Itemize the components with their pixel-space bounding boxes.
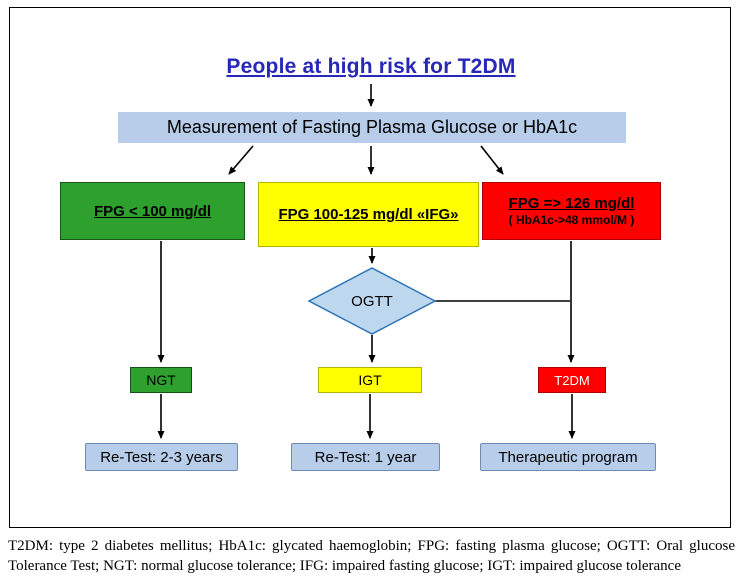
outcome-box-igt: IGT <box>318 367 422 393</box>
action-label-therapeutic-program: Therapeutic program <box>498 448 638 466</box>
branch-sublabel-diabetic: ( HbA1c->48 mmol/M ) <box>508 213 635 227</box>
caption: T2DM: type 2 diabetes mellitus; HbA1c: g… <box>8 538 735 574</box>
branch-label-impaired: FPG 100-125 mg/dl «IFG» <box>278 206 459 223</box>
outcome-label-igt: IGT <box>358 372 382 388</box>
outcome-box-t2dm: T2DM <box>538 367 606 393</box>
action-label-retest-2-3-years: Re-Test: 2-3 years <box>100 448 223 466</box>
outcome-label-t2dm: T2DM <box>554 372 590 388</box>
branch-label-diabetic: FPG => 126 mg/dl <box>508 195 635 212</box>
action-box-therapeutic-program: Therapeutic program <box>480 443 656 471</box>
branch-box-normal: FPG < 100 mg/dl <box>60 182 245 240</box>
branch-label-normal: FPG < 100 mg/dl <box>93 202 212 220</box>
outcome-box-ngt: NGT <box>130 367 192 393</box>
figure-title: People at high risk for T2DM <box>226 55 516 78</box>
measurement-box: Measurement of Fasting Plasma Glucose or… <box>118 112 626 143</box>
action-box-retest-2-3-years: Re-Test: 2-3 years <box>85 443 238 471</box>
outcome-label-ngt: NGT <box>146 372 176 388</box>
branch-box-diabetic: FPG => 126 mg/dl ( HbA1c->48 mmol/M ) <box>482 182 661 240</box>
action-box-retest-1-year: Re-Test: 1 year <box>291 443 440 471</box>
ogtt-label: OGTT <box>351 292 393 310</box>
action-label-retest-1-year: Re-Test: 1 year <box>314 448 417 466</box>
measurement-label: Measurement of Fasting Plasma Glucose or… <box>166 117 578 137</box>
branch-box-impaired: FPG 100-125 mg/dl «IFG» <box>258 182 479 247</box>
